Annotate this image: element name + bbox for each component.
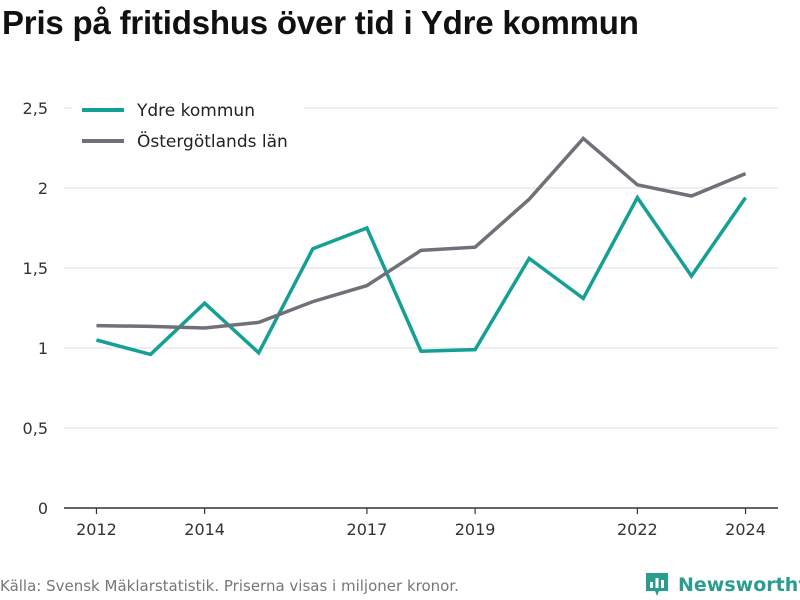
series-line-1 xyxy=(96,135,747,330)
legend-background xyxy=(72,96,304,158)
brand-name: Newsworthy xyxy=(678,574,800,596)
line-chart: 0 0,5 1 1,5 2 2,5 2012 2014 2017 2019 2022 2024 Ydr… xyxy=(22,96,778,539)
bar-chart-logo-icon xyxy=(646,573,668,596)
y-tick-label: 2 xyxy=(38,179,48,198)
x-tick-label: 2017 xyxy=(347,520,388,539)
series-line-0 xyxy=(96,194,747,357)
x-tick-label: 2022 xyxy=(617,520,658,539)
x-tick-label: 2024 xyxy=(725,520,766,539)
chart-title: Pris på fritidshus över tid i Ydre kommu… xyxy=(2,4,639,41)
y-tick-label: 0,5 xyxy=(23,419,48,438)
source-note: Källa: Svensk Mäklarstatistik. Priserna … xyxy=(0,577,459,595)
y-tick-label: 1 xyxy=(38,339,48,358)
x-tick-label: 2014 xyxy=(184,520,225,539)
legend-label: Ydre kommun xyxy=(136,101,255,121)
y-tick-label: 2,5 xyxy=(23,99,48,118)
brand-logo[interactable]: Newsworthy xyxy=(644,570,800,600)
legend-label: Östergötlands län xyxy=(137,130,288,152)
y-tick-label: 1,5 xyxy=(23,259,48,278)
axes: 0 0,5 1 1,5 2 2,5 2012 2014 2017 2019 2022 2024 xyxy=(23,99,778,539)
x-tick-label: 2019 xyxy=(455,520,496,539)
y-tick-label: 0 xyxy=(38,499,48,518)
series-lines xyxy=(96,135,747,357)
legend: Ydre kommun Östergötlands län xyxy=(72,96,304,158)
x-tick-label: 2012 xyxy=(76,520,117,539)
